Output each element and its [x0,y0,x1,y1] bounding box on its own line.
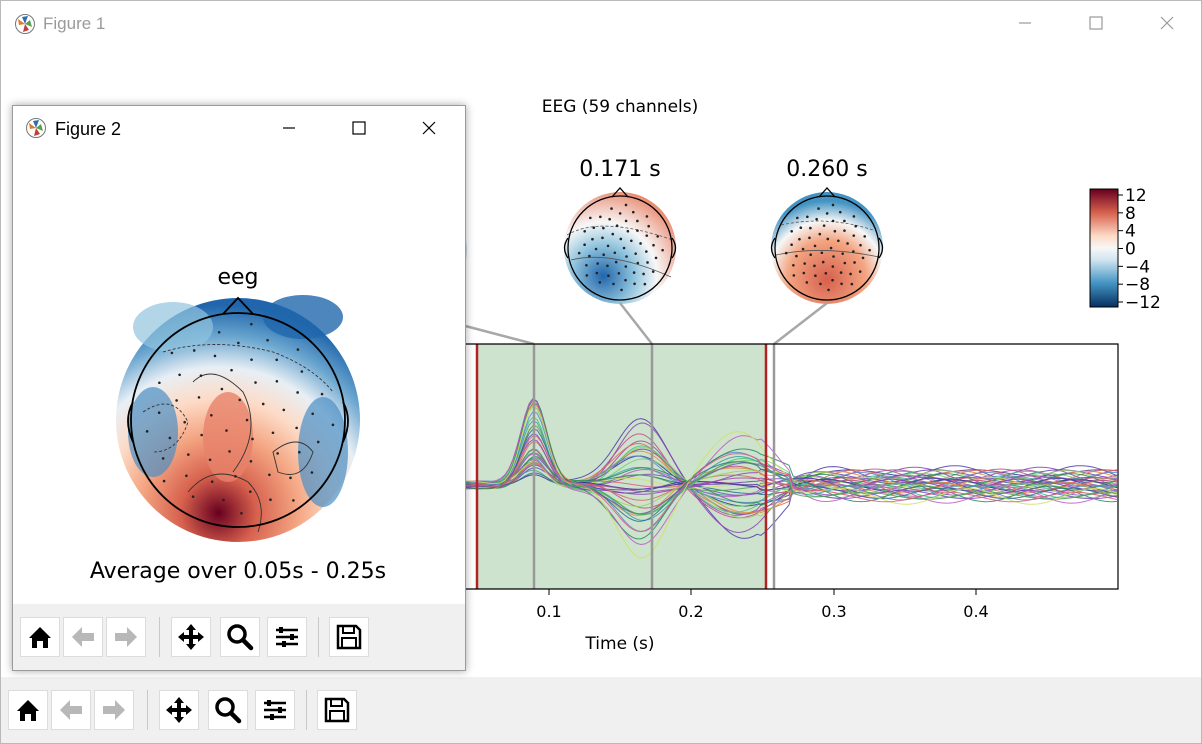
pan-button[interactable] [159,690,199,730]
topomap-label-0171: 0.171 s [579,157,660,182]
back-icon [60,700,82,720]
colorbar-tick-label: −12 [1125,293,1161,313]
time-series-axes[interactable]: 0.1 0.2 0.3 0.4 Time (s) [464,343,1119,654]
close-button[interactable] [415,114,443,142]
figure2-titlebar[interactable]: Figure 2 [13,106,465,152]
back-button[interactable] [63,617,103,657]
zoom-icon [227,624,254,651]
minimize-icon [1019,22,1031,24]
configure-icon [276,627,298,647]
colorbar-tick-label: 8 [1125,204,1136,224]
average-topomap [116,295,360,542]
figure2-toolbar [13,604,465,670]
close-icon [422,121,436,135]
toolbar-separator [147,690,148,730]
pan-icon [178,624,204,650]
save-icon [336,624,362,650]
back-button[interactable] [51,690,91,730]
close-icon [1160,16,1174,30]
connector-line [619,302,653,345]
x-tick-label: 0.1 [536,602,561,621]
connector-line [773,302,828,345]
minimize-icon [283,127,295,129]
toolbar-separator [159,617,160,657]
x-tick-label: 0.4 [963,602,988,621]
home-icon [17,700,39,721]
zoom-button[interactable] [220,617,260,657]
figure2-canvas: eeg Average over 0.05s - 0.25s [90,265,386,584]
forward-icon [103,700,125,720]
forward-button[interactable] [94,690,134,730]
minimize-button[interactable] [275,114,303,142]
plot-title: EEG (59 channels) [542,97,699,117]
figure2-window: Figure 2 eeg [12,105,466,671]
home-button[interactable] [8,690,48,730]
back-icon [72,627,94,647]
x-tick-label: 0.3 [821,602,846,621]
average-caption: Average over 0.05s - 0.25s [90,559,386,584]
configure-subplots-button[interactable] [255,690,295,730]
save-icon [324,697,350,723]
matplotlib-app-icon [15,14,35,34]
connector-line [453,321,535,346]
maximize-icon [1089,16,1103,30]
colorbar-tick-label: 12 [1125,186,1147,206]
topomap-label-0260: 0.260 s [786,157,867,182]
zoom-button[interactable] [208,690,248,730]
configure-subplots-button[interactable] [267,617,307,657]
close-button[interactable] [1153,9,1181,37]
topomap-0260 [770,187,884,304]
home-button[interactable] [20,617,60,657]
colorbar-tick-label: 4 [1125,222,1136,242]
home-icon [29,627,51,648]
colorbar-tick-label: −4 [1125,257,1150,277]
zoom-icon [215,697,242,724]
pan-icon [166,697,192,723]
figure1-toolbar [1,677,1201,743]
x-axis-label: Time (s) [584,634,654,654]
topomap-title: eeg [217,265,258,290]
save-button[interactable] [329,617,369,657]
pan-button[interactable] [171,617,211,657]
configure-icon [264,700,286,720]
forward-icon [115,627,137,647]
toolbar-separator [306,690,307,730]
figure1-title: Figure 1 [43,14,106,33]
minimize-button[interactable] [1011,9,1039,37]
topomap-0171 [563,187,677,304]
matplotlib-app-icon [26,118,46,138]
save-button[interactable] [317,690,357,730]
toolbar-separator [318,617,319,657]
x-tick-label: 0.2 [678,602,703,621]
figure2-title: Figure 2 [55,119,122,139]
maximize-icon [352,121,366,135]
maximize-button[interactable] [1082,9,1110,37]
figure1-titlebar[interactable]: Figure 1 [1,1,1201,45]
maximize-button[interactable] [345,114,373,142]
colorbar-tick-label: 0 [1125,240,1136,260]
colorbar-tick-label: −8 [1125,275,1150,295]
forward-button[interactable] [106,617,146,657]
